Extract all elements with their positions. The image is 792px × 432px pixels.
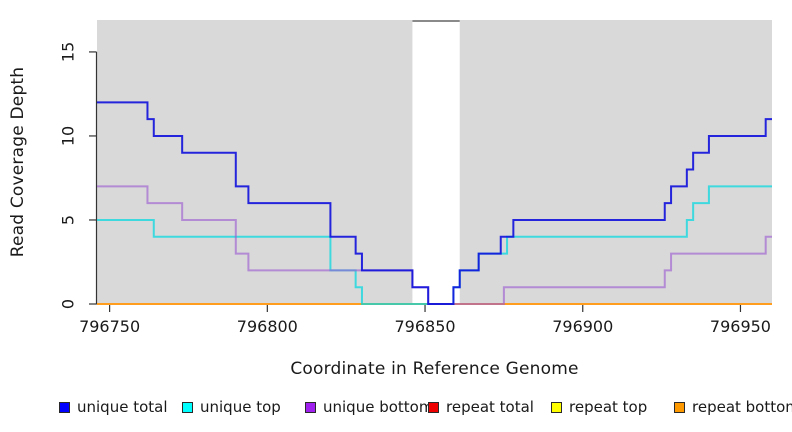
series-line-unique-total: [97, 101, 772, 305]
legend-item-unique-total: unique total: [59, 398, 168, 416]
y-tick-label: 10: [59, 126, 78, 146]
legend-label: unique top: [200, 398, 281, 416]
y-tick-label: 15: [59, 42, 78, 62]
legend-swatch-icon: [674, 401, 685, 413]
legend-label: repeat total: [446, 398, 534, 416]
legend-label: repeat top: [569, 398, 648, 416]
legend-label: repeat bottom: [692, 398, 792, 416]
legend-swatch-icon: [59, 401, 70, 413]
legend-item-repeat-bottom: repeat bottom: [674, 398, 792, 416]
x-axis-title: Coordinate in Reference Genome: [290, 359, 579, 379]
y-tick-label: 0: [59, 299, 78, 309]
legend-swatch-icon: [182, 401, 193, 413]
x-tick-label: 796850: [394, 317, 455, 336]
legend-label: unique total: [77, 398, 168, 416]
legend-item-repeat-top: repeat top: [551, 398, 647, 416]
y-tick-label: 5: [59, 215, 78, 225]
x-tick-label: 796900: [552, 317, 613, 336]
legend-swatch-icon: [305, 401, 316, 413]
legend-item-repeat-total: repeat total: [428, 398, 534, 416]
legend-label: unique bottom: [323, 398, 434, 416]
x-tick-label: 796800: [237, 317, 298, 336]
legend-item-unique-top: unique top: [182, 398, 281, 416]
chart-legend: unique total unique top unique bottom repea…: [0, 398, 792, 420]
x-tick-label: 796950: [710, 317, 771, 336]
legend-swatch-icon: [551, 401, 562, 413]
legend-swatch-icon: [428, 401, 439, 413]
x-tick-label: 796750: [79, 317, 140, 336]
gap-region: [412, 20, 460, 304]
legend-item-unique-bottom: unique bottom: [305, 398, 433, 416]
y-axis-title: Read Coverage Depth: [8, 66, 28, 258]
